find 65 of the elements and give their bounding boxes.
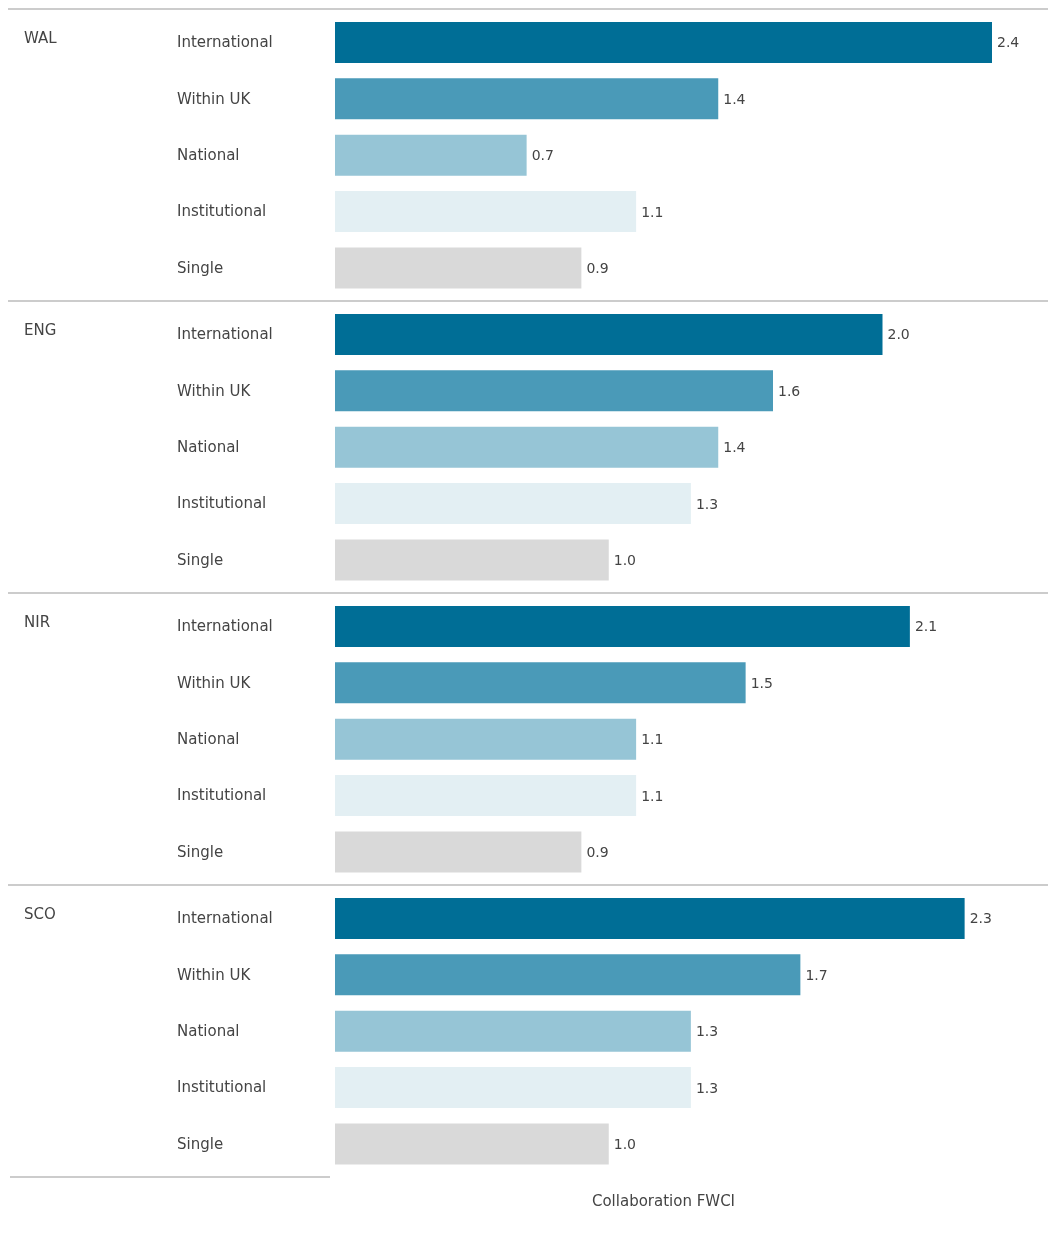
- y-tick-label: Single: [177, 550, 224, 569]
- bar: [335, 247, 582, 289]
- bar: [335, 831, 582, 873]
- data-label: 1.3: [695, 1079, 719, 1096]
- y-axis-title: ENG: [24, 320, 57, 339]
- y-tick-label: Single: [177, 1134, 224, 1153]
- y-tick-label: Institutional: [177, 786, 267, 805]
- y-tick-label: International: [177, 617, 273, 636]
- y-tick-label: Within UK: [177, 89, 252, 108]
- bar: [335, 662, 746, 704]
- data-label: 0.9: [586, 259, 609, 276]
- y-tick-label: National: [177, 438, 240, 456]
- data-label: 1.6: [778, 382, 801, 399]
- data-label: 1.5: [750, 674, 773, 691]
- y-tick-label: Single: [177, 258, 224, 277]
- y-tick-label: National: [177, 146, 240, 164]
- bar: [335, 1123, 609, 1165]
- bar: [335, 370, 773, 412]
- y-axis-title: WAL: [24, 28, 58, 47]
- bar: [335, 954, 801, 996]
- bar: [335, 897, 965, 939]
- y-tick-label: International: [177, 33, 273, 52]
- bar: [335, 718, 637, 760]
- y-tick-label: Within UK: [177, 965, 252, 984]
- y-tick-label: Within UK: [177, 381, 252, 400]
- y-tick-label: Single: [177, 842, 224, 861]
- bar: [335, 1010, 691, 1052]
- bar: [335, 21, 992, 63]
- bar: [335, 313, 883, 355]
- data-label: 0.9: [586, 843, 609, 860]
- bar: [335, 483, 691, 525]
- x-axis-title: Collaboration FWCI: [590, 1191, 737, 1210]
- data-label: 1.7: [805, 966, 828, 983]
- data-label: 2.4: [997, 34, 1020, 51]
- bar: [335, 775, 637, 817]
- y-tick-label: International: [177, 325, 273, 344]
- data-label: 2.0: [887, 326, 910, 343]
- bar: [335, 426, 719, 468]
- y-axis-title: NIR: [24, 612, 51, 631]
- data-label: 1.3: [695, 1023, 719, 1040]
- y-tick-label: Institutional: [177, 1078, 267, 1097]
- data-label: 1.0: [613, 551, 637, 568]
- data-label: 1.4: [723, 439, 746, 456]
- bar: [335, 191, 637, 233]
- bar: [335, 134, 527, 176]
- y-tick-label: National: [177, 730, 240, 748]
- data-label: 2.3: [969, 910, 992, 927]
- y-tick-label: Within UK: [177, 673, 252, 692]
- y-tick-label: Institutional: [177, 494, 267, 513]
- bar: [335, 1067, 691, 1109]
- data-label: 1.1: [641, 203, 664, 220]
- y-tick-label: Institutional: [177, 202, 267, 221]
- y-tick-label: National: [177, 1022, 240, 1040]
- data-label: 1.1: [641, 731, 664, 748]
- data-label: 1.4: [723, 90, 746, 107]
- data-label: 0.7: [531, 147, 554, 164]
- y-axis-title: SCO: [24, 904, 56, 923]
- bar: [335, 605, 910, 647]
- data-label: 1.1: [641, 787, 664, 804]
- bar: [335, 78, 719, 120]
- bar: [335, 539, 609, 581]
- y-tick-label: International: [177, 909, 273, 928]
- data-label: 1.0: [613, 1135, 637, 1152]
- data-label: 2.1: [914, 618, 938, 635]
- data-label: 1.3: [695, 495, 719, 512]
